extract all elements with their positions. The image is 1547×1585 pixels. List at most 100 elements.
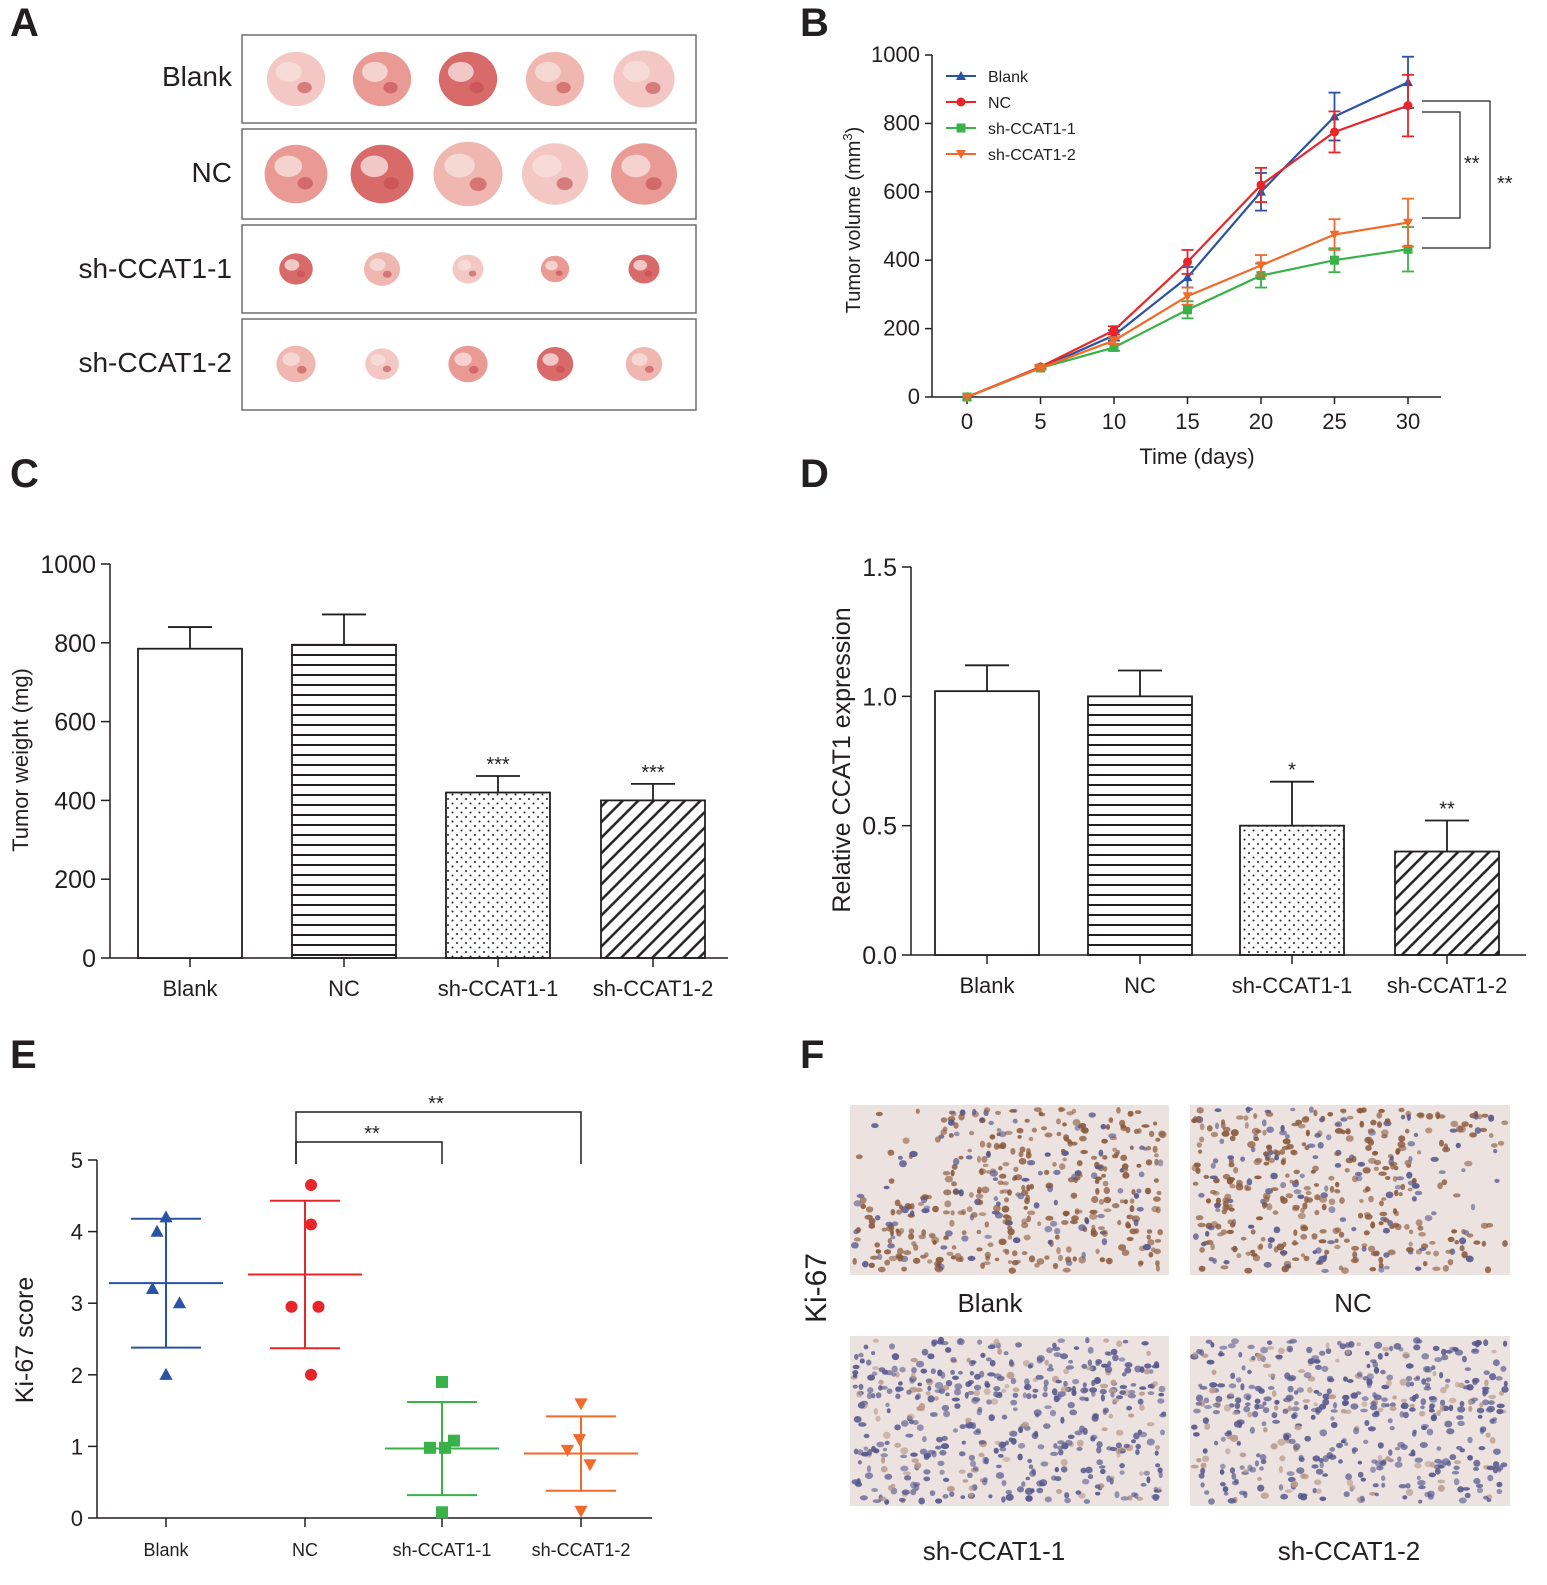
ihc-cell [1108,1413,1114,1419]
ihc-cell [1240,1156,1245,1162]
ihc-cell [1024,1118,1030,1123]
tumor-2-2 [452,254,484,284]
ihc-cell [932,1205,939,1213]
ihc-cell [927,1353,935,1360]
ihc-cell [1262,1401,1267,1406]
ihc-cell [1316,1260,1322,1264]
ihc-cell [988,1494,993,1499]
ihc-cell [1405,1488,1414,1496]
ihc-cell [1147,1391,1155,1396]
tumor-0-1 [352,51,412,107]
tumor-vessel [644,365,654,373]
ihc-cell [1102,1407,1109,1414]
ihc-cell [958,1451,966,1457]
ihc-cell [1373,1366,1380,1374]
ihc-cell [887,1149,895,1156]
ihc-cell [851,1242,859,1249]
panel-letter-a: A [10,1,39,45]
panel-f-cells-blank [851,1106,1167,1274]
ihc-cell [1288,1438,1296,1445]
ihc-cell [988,1120,994,1126]
ihc-cell [1139,1386,1147,1390]
ihc-cell [1280,1182,1286,1189]
ihc-cell [1108,1133,1117,1139]
ihc-cell [977,1186,982,1194]
ihc-cell [998,1165,1003,1171]
ihc-cell [966,1155,973,1160]
ihc-cell [1277,1438,1286,1446]
ihc-cell [1456,1415,1464,1420]
panel-a-tumors-nc [264,141,677,207]
ihc-cell [1082,1478,1090,1485]
b-y-tick-label-400: 400 [883,247,920,272]
ihc-cell [993,1196,999,1202]
ihc-cell [1280,1159,1286,1166]
ihc-cell [1196,1458,1202,1463]
ihc-cell [1027,1364,1033,1369]
ihc-cell [1135,1449,1140,1456]
ihc-cell [1008,1267,1016,1274]
ihc-cell [1290,1149,1296,1155]
ihc-cell [1490,1143,1498,1148]
ihc-cell [1117,1219,1122,1226]
ihc-cell [1208,1257,1215,1262]
ihc-cell [1004,1249,1010,1255]
tumor-vessel [382,270,392,278]
ihc-cell [1026,1215,1032,1223]
ihc-cell [1486,1498,1492,1502]
ihc-cell [858,1383,864,1390]
ihc-cell [1433,1250,1440,1257]
ihc-cell [1062,1122,1067,1127]
ihc-cell [1476,1407,1485,1414]
ihc-cell [1152,1145,1158,1153]
ihc-cell [1081,1363,1088,1369]
ihc-cell [1392,1176,1398,1182]
ihc-cell [1085,1366,1094,1371]
ihc-cell [1370,1359,1377,1363]
ihc-cell [1327,1240,1335,1245]
ihc-cell [1437,1484,1445,1492]
ihc-cell [1456,1125,1464,1133]
ihc-cell [976,1155,982,1163]
ihc-cell [1285,1394,1294,1402]
panel-b-legend-label-sh-ccat1-2: sh-CCAT1-2 [988,147,1076,164]
ihc-cell [1245,1106,1251,1114]
ihc-cell [1265,1144,1273,1150]
ihc-cell [1420,1398,1427,1406]
ihc-cell [945,1392,950,1397]
panel-letter-d: D [800,452,829,496]
ihc-cell [1088,1112,1096,1118]
ihc-cell [1488,1133,1494,1138]
ihc-cell [1404,1224,1410,1230]
ihc-cell [1212,1402,1221,1408]
ihc-cell [1453,1465,1460,1471]
ihc-cell [1364,1420,1370,1426]
b-y-tick-label-0: 0 [908,384,920,409]
ihc-cell [1038,1112,1046,1117]
ihc-cell [979,1140,986,1148]
ihc-cell [1374,1410,1380,1416]
e-point-sh-ccat1-1-0 [436,1375,448,1388]
ihc-cell [921,1229,927,1236]
ihc-cell [1229,1392,1234,1397]
ihc-cell [1488,1400,1495,1405]
ihc-cell [1053,1443,1058,1449]
ihc-cell [1458,1497,1467,1504]
ihc-cell [1021,1421,1030,1428]
ihc-cell [1409,1229,1414,1235]
ihc-cell [1079,1135,1087,1142]
ihc-cell [1214,1108,1222,1113]
ihc-cell [1209,1175,1218,1180]
ihc-cell [1096,1459,1103,1466]
ihc-cell [1381,1482,1386,1488]
ihc-cell [1060,1466,1068,1473]
ihc-cell [1250,1249,1256,1254]
ihc-cell [1294,1179,1299,1184]
ihc-cell [978,1452,985,1458]
ihc-cell [1351,1226,1357,1232]
e-point-nc-0 [305,1179,317,1192]
ihc-cell [1214,1440,1219,1446]
ihc-cell [1326,1134,1332,1141]
b-x-tick-label-0: 0 [961,409,973,434]
ihc-cell [1437,1182,1443,1190]
